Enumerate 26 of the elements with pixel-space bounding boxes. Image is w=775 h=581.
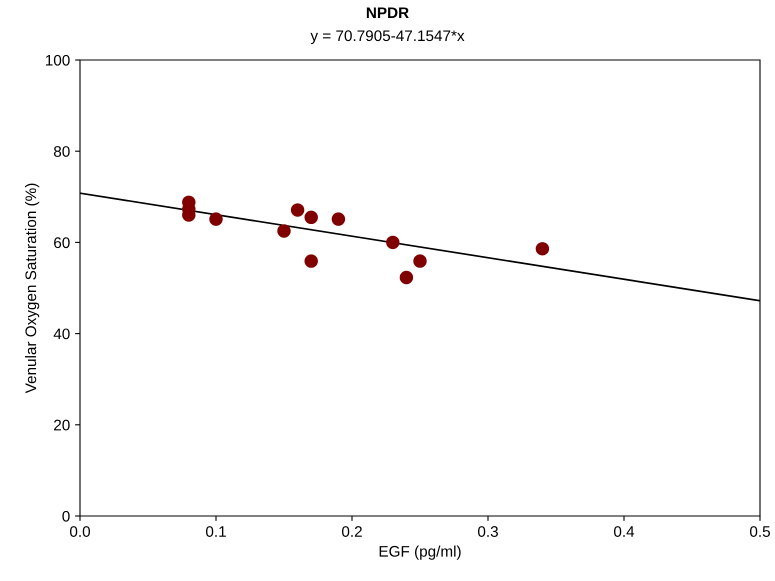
point bbox=[536, 242, 550, 256]
point bbox=[386, 236, 400, 250]
chart-subtitle: y = 70.7905-47.1547*x bbox=[310, 30, 464, 44]
point bbox=[400, 270, 414, 284]
point bbox=[304, 254, 318, 268]
chart-title: NPDR bbox=[366, 7, 409, 18]
x-tick-label: 0.0 bbox=[70, 526, 90, 537]
point bbox=[332, 212, 346, 226]
x-tick-label: 0.1 bbox=[206, 526, 226, 537]
y-tick-label: 100 bbox=[46, 54, 70, 66]
y-tick-label: 60 bbox=[54, 237, 70, 248]
y-tick-label: 40 bbox=[54, 328, 70, 340]
point bbox=[304, 210, 318, 224]
point bbox=[209, 212, 223, 226]
x-tick-label: 0.5 bbox=[750, 526, 770, 537]
point bbox=[413, 254, 427, 268]
x-tick-label: 0.2 bbox=[342, 526, 362, 537]
y-tick-label: 20 bbox=[54, 420, 70, 430]
x-axis-title: EGF (pg/ml) bbox=[380, 546, 461, 560]
point bbox=[290, 203, 304, 217]
x-tick-label: 0.3 bbox=[478, 526, 498, 537]
x-tick-label: 0.4 bbox=[614, 526, 634, 537]
y-axis-title: Venular Oxygen Saturation (%) bbox=[24, 184, 40, 394]
point bbox=[277, 224, 291, 238]
y-tick-label: 80 bbox=[54, 146, 70, 157]
y-tick-label: 0 bbox=[62, 510, 70, 522]
